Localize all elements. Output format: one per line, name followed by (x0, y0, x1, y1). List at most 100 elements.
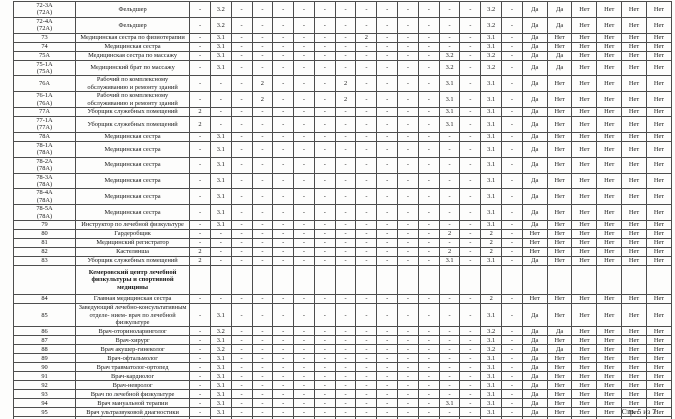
hazard-class-cell: - (313, 32, 336, 43)
hazard-class-cell: - (397, 172, 419, 190)
hazard-class-cell: - (417, 188, 440, 206)
hazard-class-cell: 2 (480, 228, 503, 239)
benefit-flag-cell: Нет (645, 294, 673, 305)
hazard-class-cell: - (189, 294, 211, 305)
hazard-class-cell: - (459, 326, 482, 337)
benefit-flag-cell: Нет (546, 380, 573, 391)
hazard-class-cell: - (376, 353, 399, 364)
workplace-row: 89 Врач-офтальмолог -3.1- - - - - - - - - - - -3.1- Да… (12, 353, 673, 364)
benefit-flag-cell: Нет (645, 219, 673, 230)
workplace-number-cell: 91 (12, 371, 77, 382)
hazard-class-cell: - (355, 50, 378, 61)
benefit-flag-cell: Нет (571, 50, 598, 61)
hazard-class-cell: 3.2 (209, 326, 232, 337)
workplace-row: 75А Медицинская сестра по массажу -3.1- - - -… (12, 50, 673, 61)
hazard-class-cell: - (397, 16, 419, 34)
hazard-class-cell: - (355, 255, 378, 266)
hazard-class-cell: - (272, 246, 295, 257)
benefit-flag-cell: Нет (645, 116, 673, 133)
hazard-class-cell: - (417, 237, 440, 248)
hazard-class-cell: - (397, 303, 419, 328)
hazard-class-cell: - (438, 344, 461, 355)
hazard-class-cell: - (251, 1, 274, 18)
hazard-class-cell: - (438, 1, 461, 18)
hazard-class-cell: - (355, 131, 378, 142)
hazard-class-cell: - (293, 16, 315, 34)
hazard-class-cell: 3.1 (209, 172, 232, 190)
hazard-class-cell: - (376, 16, 399, 34)
workplace-row: 87 Врач-хирург -3.1- - - - - - - - - - - -3.1- Да Нет Не… (12, 335, 673, 346)
benefit-flag-cell: Нет (596, 131, 623, 142)
job-title-cell: Медицинская сестра по физиотерапии (75, 32, 191, 43)
benefit-flag-cell: Нет (621, 1, 647, 18)
hazard-class-cell: - (313, 75, 336, 93)
benefit-flag-cell: Нет (645, 41, 673, 52)
hazard-class-cell: - (272, 188, 295, 206)
hazard-class-cell: - (376, 32, 399, 43)
job-title-cell: Медицинская сестра по массажу (75, 50, 191, 61)
hazard-class-cell: - (313, 156, 336, 174)
hazard-class-cell: - (438, 294, 461, 305)
benefit-flag-cell: Нет (571, 237, 598, 248)
benefit-flag-cell: Нет (571, 172, 598, 190)
hazard-class-cell: - (438, 41, 461, 52)
hazard-class-cell: 3.1 (209, 204, 232, 221)
job-title-cell: Заведующий лечебно-консультативным отдел… (75, 303, 191, 328)
hazard-class-cell: - (459, 1, 482, 18)
hazard-class-cell: - (501, 156, 523, 174)
hazard-class-cell: - (397, 107, 419, 118)
benefit-flag-cell: Нет (621, 172, 647, 190)
benefit-flag-cell: Нет (596, 344, 623, 355)
hazard-class-cell: - (501, 131, 523, 142)
hazard-class-cell: - (334, 41, 357, 52)
hazard-class-cell: - (355, 294, 378, 305)
hazard-class-cell: - (459, 75, 482, 93)
benefit-flag-cell: Нет (546, 116, 573, 133)
benefit-flag-cell: Нет (546, 32, 573, 43)
benefit-flag-cell: Нет (645, 188, 673, 206)
hazard-class-cell: - (397, 237, 419, 248)
hazard-class-cell: - (313, 344, 336, 355)
hazard-class-cell: - (209, 91, 232, 109)
hazard-class-cell: - (459, 59, 482, 77)
hazard-class-cell: - (459, 32, 482, 43)
benefit-flag-cell: Нет (596, 407, 623, 418)
benefit-flag-cell: Нет (596, 116, 623, 133)
workplace-row: 78-4А (78А) Медицинская сестра -3.1- - - - - - -… (12, 188, 673, 206)
hazard-class-cell: - (376, 294, 399, 305)
benefit-flag-cell: Нет (621, 91, 647, 109)
benefit-flag-cell: Нет (571, 398, 598, 409)
hazard-class-cell: - (397, 32, 419, 43)
empty-cell (189, 264, 211, 296)
workplace-number-cell: 82 (12, 246, 77, 257)
hazard-class-cell: 3.1 (209, 335, 232, 346)
hazard-class-cell: - (189, 228, 211, 239)
benefit-flag-cell: Нет (546, 353, 573, 364)
benefit-flag-cell: Нет (645, 156, 673, 174)
hazard-class-cell: - (417, 116, 440, 133)
hazard-class-cell: - (313, 255, 336, 266)
hazard-class-cell: - (230, 407, 253, 418)
benefit-flag-cell: Нет (596, 50, 623, 61)
hazard-class-cell: - (459, 237, 482, 248)
benefit-flag-cell: Нет (521, 237, 548, 248)
benefit-flag-cell: Нет (571, 380, 598, 391)
hazard-class-cell: - (293, 380, 315, 391)
hazard-class-cell: - (397, 41, 419, 52)
hazard-class-cell: - (313, 407, 336, 418)
hazard-class-cell: - (397, 50, 419, 61)
hazard-class-cell: - (251, 335, 274, 346)
benefit-flag-cell: Да (521, 140, 548, 158)
hazard-class-cell: - (293, 407, 315, 418)
hazard-class-cell: - (251, 353, 274, 364)
hazard-class-cell: 3.1 (480, 204, 503, 221)
benefit-flag-cell: Да (521, 41, 548, 52)
job-title-cell: Врач по лечебной физкультуре (75, 389, 191, 400)
empty-cell (438, 264, 461, 296)
benefit-flag-cell: Да (521, 398, 548, 409)
benefit-flag-cell: Да (521, 389, 548, 400)
hazard-class-cell: 3.2 (438, 59, 461, 77)
benefit-flag-cell: Да (546, 1, 573, 18)
hazard-class-cell: - (230, 335, 253, 346)
hazard-class-cell: - (459, 303, 482, 328)
